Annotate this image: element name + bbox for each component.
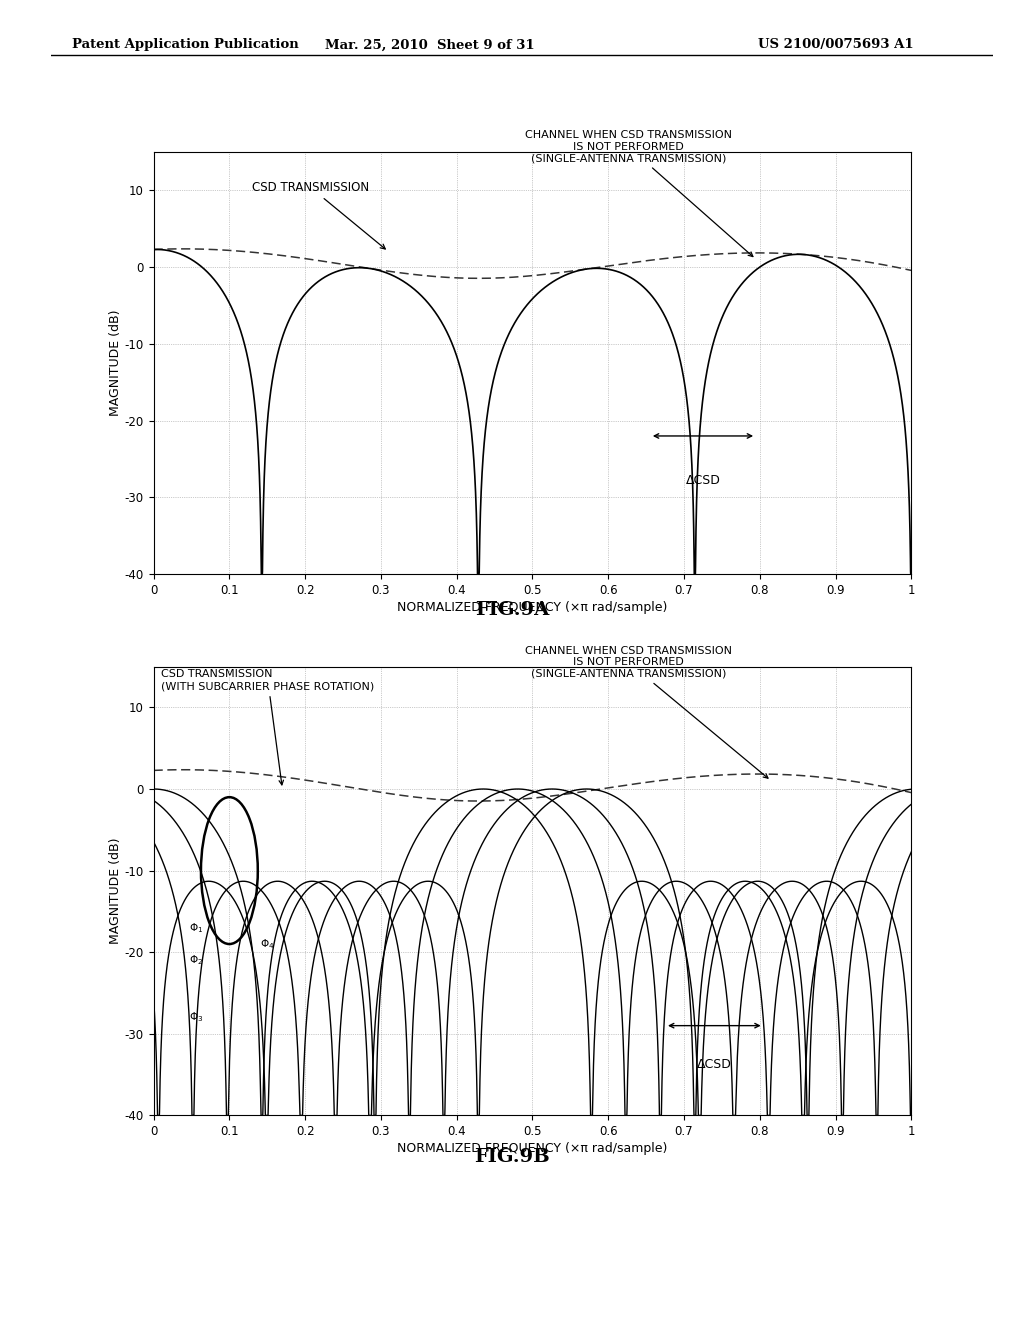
Text: $\Phi_4$: $\Phi_4$ [260,937,274,950]
Text: CSD TRANSMISSION: CSD TRANSMISSION [252,181,385,249]
Text: Mar. 25, 2010  Sheet 9 of 31: Mar. 25, 2010 Sheet 9 of 31 [326,38,535,51]
Text: CHANNEL WHEN CSD TRANSMISSION
IS NOT PERFORMED
(SINGLE-ANTENNA TRANSMISSION): CHANNEL WHEN CSD TRANSMISSION IS NOT PER… [525,645,768,779]
Text: US 2100/0075693 A1: US 2100/0075693 A1 [758,38,913,51]
Text: FIG.9B: FIG.9B [474,1147,550,1166]
Y-axis label: MAGNITUDE (dB): MAGNITUDE (dB) [109,310,122,416]
Text: FIG.9A: FIG.9A [475,601,549,619]
Text: $\Phi_3$: $\Phi_3$ [188,1011,203,1024]
Text: ΔCSD: ΔCSD [697,1059,732,1072]
Text: ΔCSD: ΔCSD [685,474,721,487]
X-axis label: NORMALIZED FREQUENCY (×π rad/sample): NORMALIZED FREQUENCY (×π rad/sample) [397,1142,668,1155]
Text: $\Phi_1$: $\Phi_1$ [188,921,203,935]
Text: Patent Application Publication: Patent Application Publication [72,38,298,51]
Text: $\Phi_2$: $\Phi_2$ [188,953,203,968]
X-axis label: NORMALIZED FREQUENCY (×π rad/sample): NORMALIZED FREQUENCY (×π rad/sample) [397,601,668,614]
Text: CHANNEL WHEN CSD TRANSMISSION
IS NOT PERFORMED
(SINGLE-ANTENNA TRANSMISSION): CHANNEL WHEN CSD TRANSMISSION IS NOT PER… [525,131,753,256]
Y-axis label: MAGNITUDE (dB): MAGNITUDE (dB) [109,838,122,944]
Text: CSD TRANSMISSION
(WITH SUBCARRIER PHASE ROTATION): CSD TRANSMISSION (WITH SUBCARRIER PHASE … [161,669,375,785]
